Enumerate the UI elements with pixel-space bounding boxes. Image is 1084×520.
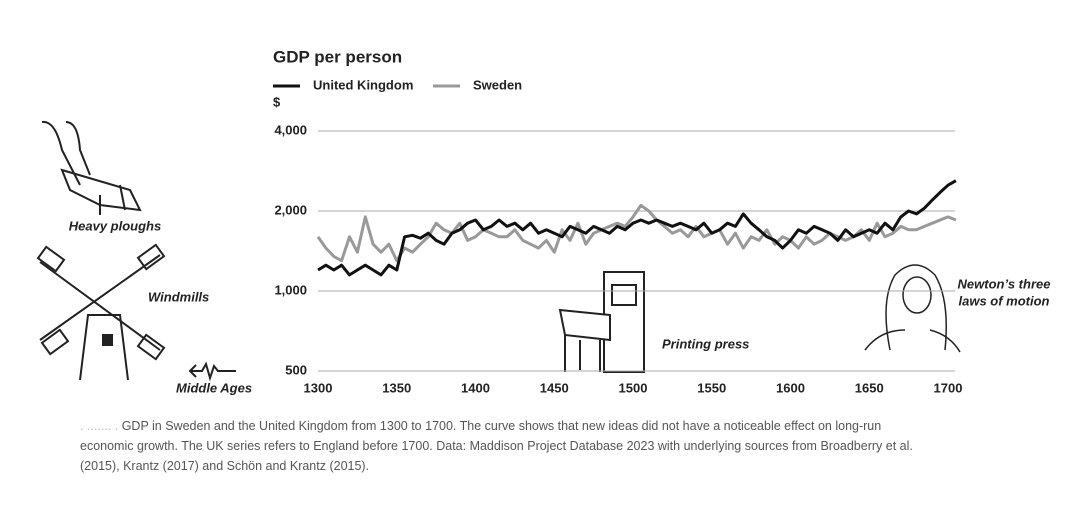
x-tick-label: 1700 — [934, 380, 963, 395]
annotation: laws of motion — [959, 293, 1050, 308]
annotation: Heavy ploughs — [69, 218, 161, 233]
x-tick-label: 1600 — [776, 380, 805, 395]
press-icon — [558, 271, 645, 373]
series-line — [317, 179, 957, 277]
y-tick-label: 1,000 — [274, 282, 307, 297]
legend-label: United Kingdom — [313, 77, 413, 92]
caption-text: GDP in Sweden and the United Kingdom fro… — [80, 419, 913, 473]
windmill-icon — [36, 243, 166, 381]
annotation: Windmills — [148, 289, 209, 304]
x-tick-label: 1300 — [304, 380, 333, 395]
x-tick-label: 1400 — [461, 380, 490, 395]
annotation: Middle Ages — [176, 380, 252, 395]
x-tick-label: 1450 — [540, 380, 569, 395]
legend-label: Sweden — [473, 77, 522, 92]
chart-title: GDP per person — [273, 47, 402, 66]
series-line — [316, 203, 957, 263]
chart: GDP per person $ Heavy ploughs Windmills… — [36, 47, 1051, 395]
annotation: Newton’s three — [958, 276, 1051, 291]
newton-icon — [864, 264, 961, 353]
y-tick-label: 500 — [285, 362, 307, 377]
x-tick-label: 1500 — [619, 380, 648, 395]
y-axis-label: $ — [273, 94, 281, 109]
caption: . ....... . GDP in Sweden and the United… — [80, 419, 913, 473]
plough-icon — [41, 120, 142, 215]
arrow-icon — [188, 361, 236, 382]
x-tick-label: 1650 — [855, 380, 884, 395]
y-tick-label: 4,000 — [274, 122, 307, 137]
y-tick-label: 2,000 — [274, 202, 307, 217]
x-tick-label: 1350 — [382, 380, 411, 395]
x-tick-label: 1550 — [697, 380, 726, 395]
annotation: Printing press — [662, 336, 749, 351]
